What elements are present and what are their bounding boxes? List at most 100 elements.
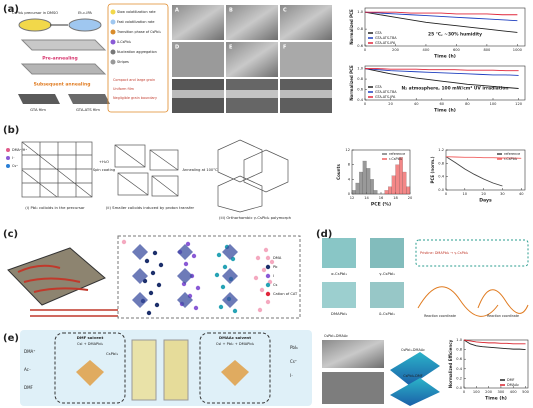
- x-axis-label: Time (h): [434, 108, 456, 114]
- label: Transition phase of CsPbI₃: [116, 30, 161, 34]
- legend-swatch: [110, 59, 116, 65]
- y-tick-label: 1.2: [438, 148, 444, 152]
- label: CsPbI₃-DMF: [403, 374, 422, 378]
- label: Reaction coordinate: [424, 314, 456, 318]
- sem-grid-a: [172, 5, 332, 113]
- label: Cation of CAT: [273, 292, 298, 296]
- ion: [222, 264, 228, 270]
- label: CsPbI₃-DMAAc: [324, 334, 348, 338]
- legend-swatch: [265, 282, 271, 288]
- ion: [148, 290, 154, 296]
- ion: [259, 287, 265, 293]
- label: I⁻: [290, 373, 293, 378]
- label: Nucleation aggregation: [117, 50, 157, 54]
- y-tick-label: 0.0: [456, 386, 462, 390]
- ion: [218, 304, 224, 310]
- plot-frame: [445, 149, 526, 191]
- legend-label: GTA-ATS-IPA: [375, 95, 396, 99]
- label: CsPbI₃-DMF: [324, 368, 343, 372]
- label: GTA film: [30, 107, 46, 112]
- legend-label: GTA-ATS-TBA: [375, 36, 397, 40]
- label: Pb: [273, 265, 278, 269]
- y-tick-label: 0.4: [357, 98, 363, 102]
- ion: [255, 255, 261, 261]
- y-tick-label: 1.0: [357, 67, 363, 71]
- label: DMA⁺: [24, 349, 35, 354]
- y-tick-label: 0.6: [456, 357, 462, 361]
- legend-swatch: [110, 49, 116, 55]
- hist-bar: [388, 186, 392, 195]
- hist-bar: [362, 160, 367, 195]
- y-tick-label: 0: [348, 192, 351, 196]
- ion: [263, 247, 269, 253]
- label: Pre-annealing: [42, 56, 77, 62]
- ion: [146, 310, 152, 316]
- x-tick-label: 0: [364, 48, 367, 52]
- legend-label: r-CsPbI₃: [504, 157, 518, 161]
- label: Slow volatilization rate: [117, 10, 156, 14]
- ion: [185, 241, 191, 247]
- label: Stripes: [117, 60, 129, 64]
- ion: [152, 250, 158, 256]
- label: DMF solvent: [77, 335, 104, 340]
- ion: [158, 262, 164, 268]
- label: Pristine: DMAPbI₃ → γ-CsPbI₃: [420, 251, 469, 255]
- ion: [261, 267, 267, 273]
- y-tick-label: 0.6: [357, 44, 363, 48]
- x-axis-label: Time (h): [485, 396, 507, 402]
- label: (i) PbI₂ colloids in the precursor: [25, 205, 85, 210]
- octahedron: [177, 292, 193, 308]
- x-tick-label: 600: [453, 48, 461, 52]
- hist-bar: [370, 179, 374, 195]
- label: DMA⁺/H⁺: [12, 148, 27, 152]
- plot-frame: [364, 7, 526, 47]
- panel-label: (e): [3, 333, 19, 344]
- x-tick-label: 40: [519, 192, 524, 196]
- label: Annealing at 100°C: [182, 168, 218, 172]
- ion: [156, 282, 162, 288]
- label: (ii) Smaller colloids induced by proton …: [106, 205, 195, 210]
- hist-bar: [366, 168, 371, 195]
- legend-label: r-CsPbI₃: [389, 157, 403, 161]
- ion-swatch: [6, 156, 10, 160]
- x-tick-label: 20: [481, 192, 486, 196]
- legend-label: GTA-ATS-IPA: [375, 41, 396, 45]
- x-axis-label: Time (h): [434, 54, 456, 60]
- ion: [183, 261, 189, 267]
- x-tick-label: 200: [485, 390, 493, 394]
- label: CsI + PbI₂ + DMAPbI₃: [216, 342, 255, 346]
- hist-bar: [395, 164, 400, 195]
- panel-label: (c): [3, 229, 18, 240]
- x-tick-label: 16: [379, 196, 384, 200]
- ion: [193, 305, 199, 311]
- schematic-a: [18, 3, 169, 113]
- legend-swatch: [265, 291, 271, 297]
- label: δ-CsPbI₃: [379, 311, 395, 316]
- hist-bar: [399, 157, 403, 195]
- y-tick-label: 0.4: [456, 367, 462, 371]
- label: (iii) Orthorhombic γ-CsPbI₃ polymorph: [219, 215, 292, 220]
- y-tick-label: 1.0: [357, 10, 363, 14]
- y-axis-label: Normalized Efficiency: [448, 339, 453, 388]
- x-tick-label: 800: [483, 48, 491, 52]
- octahedron: [177, 244, 193, 260]
- x-tick-label: 0: [445, 192, 448, 196]
- data-line: [463, 339, 526, 351]
- plot-frame: [364, 65, 526, 101]
- hist-bar: [402, 171, 407, 195]
- hist-bar: [373, 190, 378, 195]
- y-tick-label: 0.8: [456, 348, 462, 352]
- x-tick-label: 400: [510, 390, 518, 394]
- x-tick-label: 0: [364, 102, 367, 106]
- label: Subsequent annealing: [34, 82, 91, 88]
- label: I: [273, 274, 274, 278]
- legend-label: reference: [389, 152, 405, 156]
- y-tick-label: 0.6: [357, 88, 363, 92]
- panel-label: (b): [3, 125, 19, 136]
- ion: [265, 299, 271, 305]
- octahedron: [132, 292, 148, 308]
- label: DMF: [24, 385, 34, 390]
- label: CsI + DMAPbI₃: [77, 342, 104, 346]
- y-tick-label: 12: [345, 148, 350, 152]
- label: F: [283, 45, 286, 51]
